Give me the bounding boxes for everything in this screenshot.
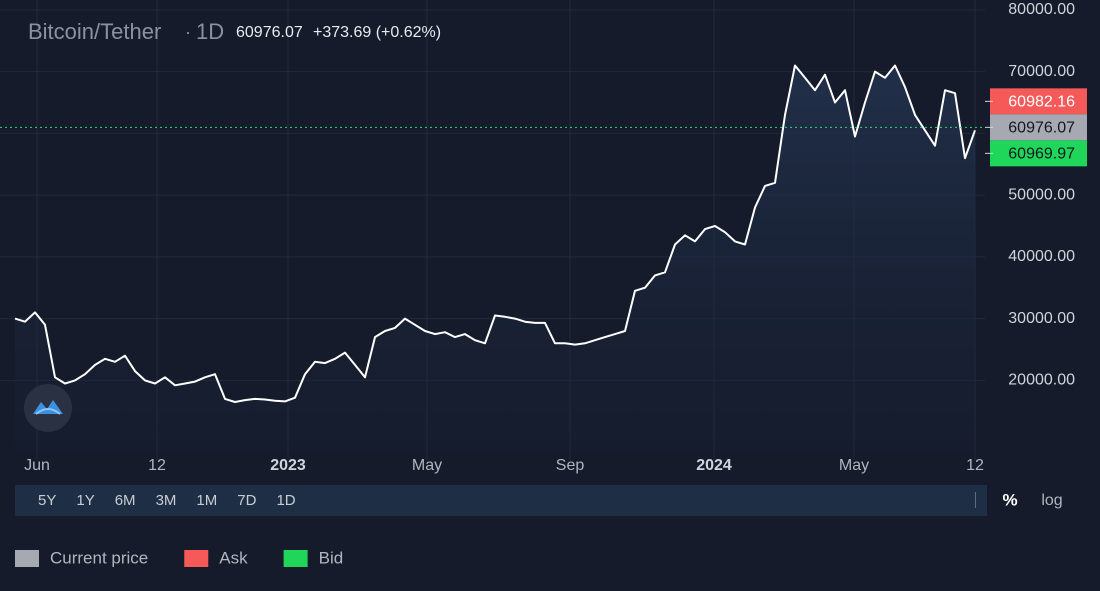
x-tick-label: Sep xyxy=(556,457,585,474)
price-badge xyxy=(990,140,1087,167)
range-button[interactable]: 7D xyxy=(237,492,256,509)
y-tick-label: 50000.00 xyxy=(1008,186,1075,203)
price-badge-label: 60982.16 xyxy=(1008,94,1075,111)
range-button[interactable]: 1D xyxy=(276,492,295,509)
area xyxy=(15,65,975,452)
logo xyxy=(24,384,72,432)
y-tick-label: 30000.00 xyxy=(1008,310,1075,327)
price-badge xyxy=(990,88,1087,115)
range-button[interactable]: 5Y xyxy=(38,492,56,509)
x-tick-label: May xyxy=(839,457,869,474)
y-tick-label: 40000.00 xyxy=(1008,248,1075,265)
x-tick-label: 2023 xyxy=(270,457,306,474)
price-badge-label: 60969.97 xyxy=(1008,146,1075,163)
range-button[interactable]: 6M xyxy=(115,492,136,509)
x-tick-label: 12 xyxy=(148,457,166,474)
legend-label: Bid xyxy=(319,548,344,567)
separator: · xyxy=(185,22,191,42)
range-button[interactable]: 1Y xyxy=(76,492,94,509)
y-tick-label: 70000.00 xyxy=(1008,63,1075,80)
x-tick-label: May xyxy=(412,457,442,474)
price-change: +373.69 (+0.62%) xyxy=(313,24,441,41)
range-bar-divider xyxy=(975,492,976,508)
legend-swatch xyxy=(283,550,308,567)
interval: 1D xyxy=(196,19,224,44)
log-button[interactable]: log xyxy=(1041,492,1062,509)
range-bar xyxy=(15,485,987,516)
price-badge xyxy=(990,114,1087,141)
symbol: Bitcoin/Tether xyxy=(28,19,161,44)
legend-label: Ask xyxy=(219,548,248,567)
legend-label: Current price xyxy=(50,548,148,567)
percent-button[interactable]: % xyxy=(1002,490,1017,509)
legend-swatch xyxy=(184,550,209,567)
y-tick-label: 20000.00 xyxy=(1008,372,1075,389)
x-tick-label: Jun xyxy=(24,457,50,474)
price-badge-label: 60976.07 xyxy=(1008,120,1075,137)
x-tick-label: 2024 xyxy=(696,457,732,474)
range-button[interactable]: 3M xyxy=(156,492,177,509)
legend-swatch xyxy=(15,550,39,567)
y-tick-label: 80000.00 xyxy=(1008,1,1075,18)
price-line xyxy=(14,64,976,403)
last-price: 60976.07 xyxy=(236,24,303,41)
x-tick-label: 12 xyxy=(966,457,984,474)
range-button[interactable]: 1M xyxy=(196,492,217,509)
